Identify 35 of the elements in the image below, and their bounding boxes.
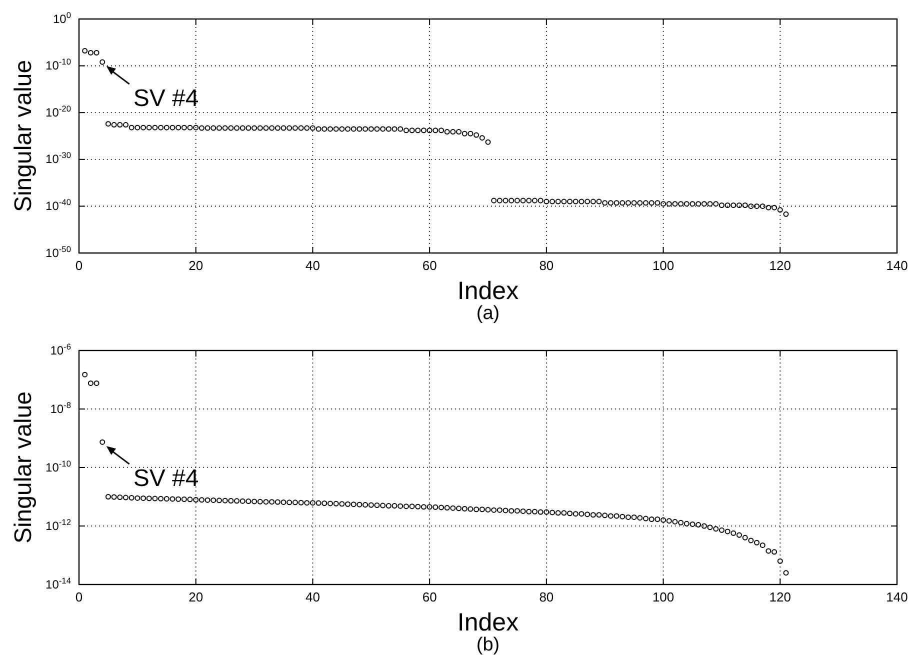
x-tick-label: 140 <box>886 590 908 605</box>
x-tick-label: 120 <box>769 590 791 605</box>
x-axis-title: Index <box>457 608 520 636</box>
x-tick-label: 120 <box>769 258 791 274</box>
x-tick-label: 80 <box>539 258 554 274</box>
y-tick-label: 10$^{-12}$ <box>46 516 72 533</box>
annotation: SV #4 <box>133 465 199 492</box>
y-axis-title: Singular value <box>10 391 37 544</box>
y-tick-label: 10$^{-20}$ <box>46 103 72 120</box>
x-tick-label: 40 <box>305 590 320 605</box>
y-tick-label: 10$^{-8}$ <box>50 400 72 416</box>
x-tick-label: 20 <box>188 590 204 605</box>
y-axis-title: Singular value <box>10 60 37 212</box>
text: (a) <box>476 303 500 324</box>
y-tick-label: 10$^{-14}$ <box>46 575 72 592</box>
y-tick-label: 10$^{-30}$ <box>46 150 72 166</box>
text: (b) <box>476 634 500 655</box>
x-tick-label: 140 <box>886 258 908 274</box>
x-tick-label: 100 <box>652 590 674 605</box>
annotation: SV #4 <box>133 85 199 112</box>
x-tick-label: 40 <box>305 258 320 274</box>
y-tick-label: 10$^{-50}$ <box>46 244 72 260</box>
x-tick-label: 100 <box>652 258 674 274</box>
x-axis-title: Index <box>457 277 520 305</box>
x-tick-label: 60 <box>422 590 437 605</box>
x-tick-label: 0 <box>75 258 83 274</box>
y-tick-label: 10$^{-10}$ <box>46 458 72 474</box>
x-tick-label: 60 <box>422 258 437 274</box>
y-tick-label: 10$^{-10}$ <box>46 56 72 73</box>
y-tick-label: 10$^{-40}$ <box>46 197 72 214</box>
x-tick-label: 20 <box>188 258 204 274</box>
x-tick-label: 80 <box>539 590 554 605</box>
y-tick-label: 10$^{-6}$ <box>50 341 72 358</box>
y-tick-label: 10$^{0}$ <box>52 10 72 26</box>
x-tick-label: 0 <box>75 590 83 605</box>
